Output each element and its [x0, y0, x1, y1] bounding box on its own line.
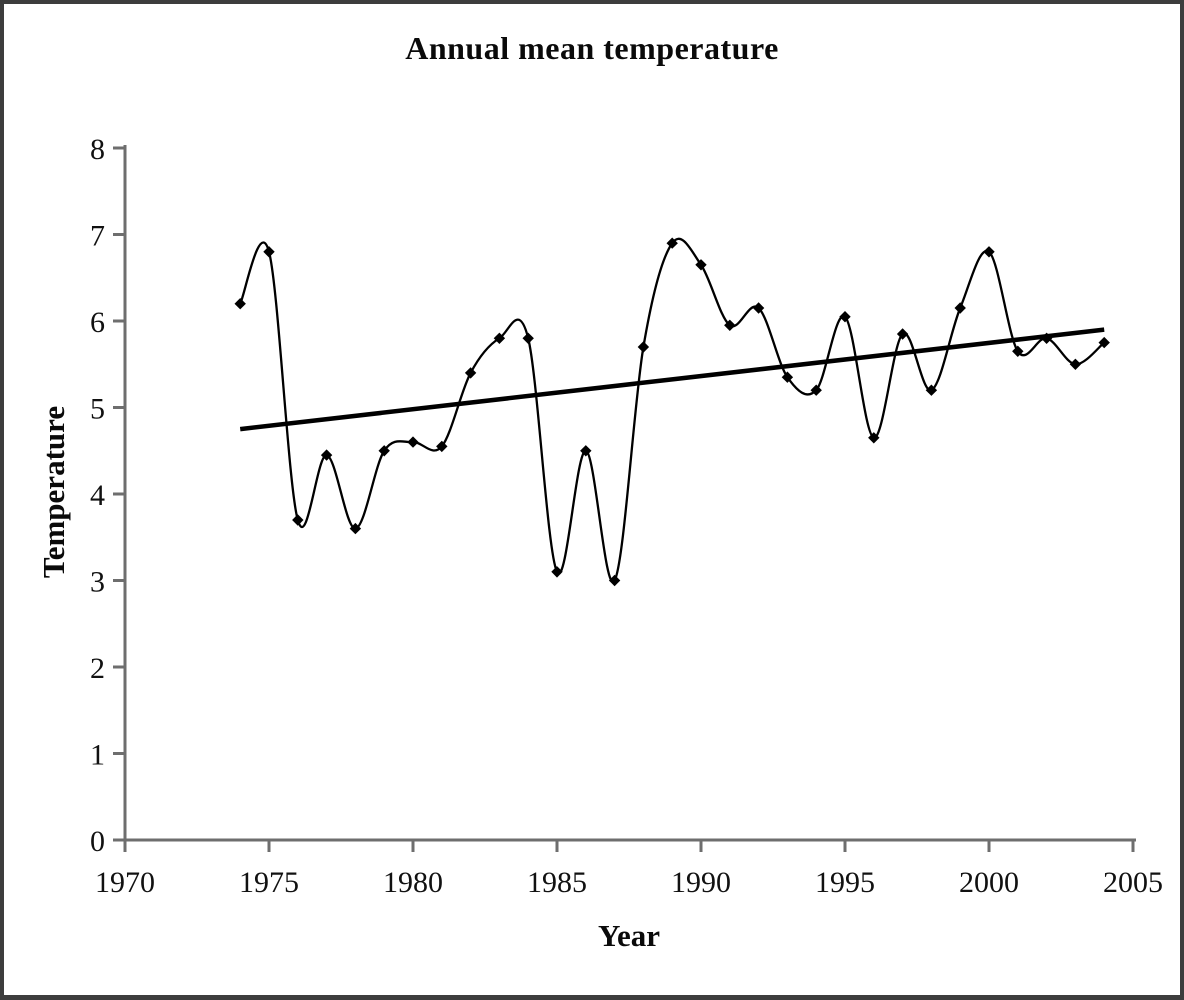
- y-tick-label: 8: [90, 133, 105, 166]
- data-point-marker-1974: [234, 298, 246, 310]
- data-point-marker-1994: [810, 384, 822, 396]
- y-tick-label: 0: [90, 825, 105, 858]
- x-tick-label: 1970: [95, 866, 155, 899]
- x-tick-label: 1990: [671, 866, 731, 899]
- data-point-marker-1996: [868, 432, 880, 444]
- y-tick-label: 4: [90, 479, 105, 512]
- data-point-marker-1977: [320, 449, 333, 461]
- data-point-marker-1983: [493, 332, 506, 344]
- data-point-marker-1988: [637, 341, 650, 353]
- data-point-marker-2000: [983, 246, 995, 258]
- y-tick-label: 3: [90, 566, 105, 599]
- data-point-marker-1993: [781, 371, 794, 383]
- x-tick-label: 1985: [527, 866, 587, 899]
- data-point-marker-1986: [580, 445, 592, 457]
- y-tick-label: 6: [90, 306, 105, 339]
- data-point-marker-1992: [752, 302, 765, 314]
- x-axis-title: Year: [598, 918, 660, 953]
- x-tick-label: 1980: [383, 866, 443, 899]
- data-point-marker-1976: [292, 514, 304, 526]
- data-point-marker-1984: [522, 332, 534, 344]
- y-tick-label: 1: [90, 739, 105, 772]
- y-tick-label: 7: [90, 220, 105, 253]
- data-point-marker-1979: [378, 445, 390, 457]
- data-point-marker-1998: [925, 384, 938, 396]
- data-point-marker-1975: [263, 246, 275, 258]
- data-point-marker-1991: [724, 319, 736, 331]
- data-point-marker-2003: [1069, 358, 1082, 370]
- temperature-series-line: [239, 237, 1105, 583]
- data-point-marker-1990: [695, 259, 707, 271]
- data-point-marker-1999: [954, 302, 966, 314]
- trend-line: [239, 327, 1105, 432]
- x-tick-label: 2005: [1103, 866, 1163, 899]
- data-point-marker-1980: [407, 436, 419, 448]
- chart-title: Annual mean temperature: [405, 30, 779, 66]
- data-point-marker-2002: [1040, 332, 1053, 344]
- data-point-marker-1989: [666, 237, 678, 249]
- data-point-marker-1997: [896, 328, 909, 340]
- data-point-marker-1995: [839, 311, 851, 323]
- y-tick-label: 5: [90, 393, 105, 426]
- x-tick-label: 1975: [239, 866, 299, 899]
- data-point-marker-1981: [436, 440, 448, 453]
- data-point-marker-2004: [1098, 336, 1110, 349]
- y-tick-label: 2: [90, 652, 105, 685]
- x-tick-label: 1995: [815, 866, 875, 899]
- data-point-marker-2001: [1012, 345, 1024, 357]
- data-point-marker-1987: [608, 574, 621, 587]
- data-point-marker-1985: [551, 566, 563, 578]
- data-point-marker-1978: [349, 522, 362, 535]
- x-tick-label: 2000: [959, 866, 1019, 899]
- data-point-marker-1982: [464, 367, 477, 379]
